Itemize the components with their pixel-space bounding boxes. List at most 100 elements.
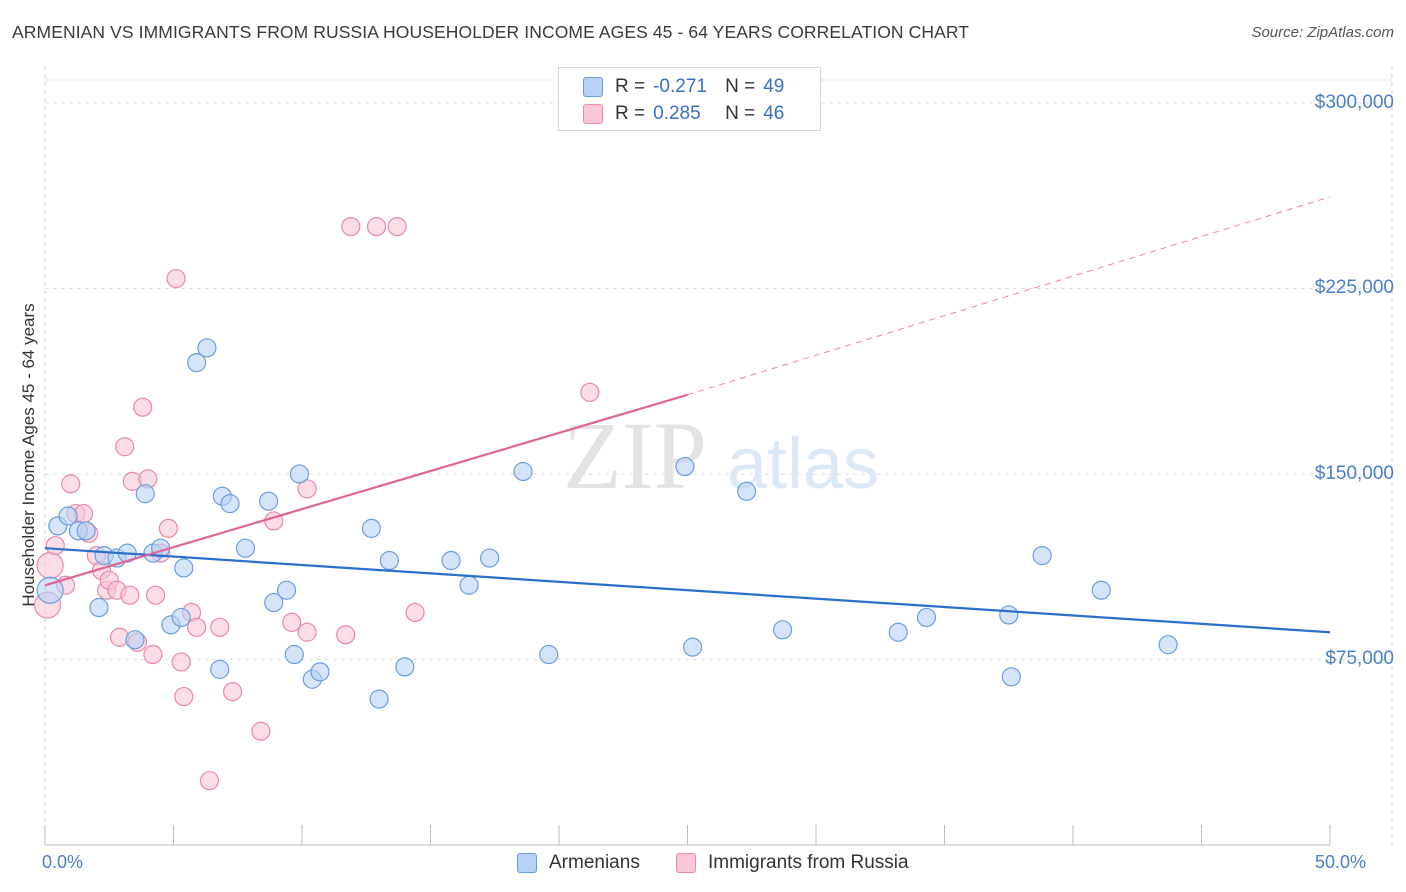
armenians-point [289,464,310,484]
russia-point [297,622,317,642]
russia-point [45,536,65,556]
armenians-point [441,550,461,571]
armenians-point [197,338,217,358]
russia-point [223,682,243,702]
r-label: R = [615,103,646,124]
stats-legend: R = -0.271 N = 49 R = 0.285 N = 46 [558,67,821,131]
legend-label-russia: Immigrants from Russia [708,852,909,873]
r-value: -0.271 [653,76,707,97]
n-label: N = [725,103,756,124]
russia-point [282,612,302,632]
russia-point [171,652,191,672]
armenians-point [888,622,908,642]
russia-point [120,585,140,605]
armenians-point [395,657,415,677]
russia-point [341,217,361,237]
russia-point [210,617,230,637]
russia-point [187,617,207,637]
source-label: Source: ZipAtlas.com [1251,24,1394,41]
y-tick-label: $225,000 [1314,277,1394,299]
russia-point [166,268,186,289]
armenians-point [916,607,937,628]
y-tick-label: $75,000 [1325,648,1394,670]
armenians-swatch [583,77,603,97]
armenians-point [125,630,145,650]
armenians-point [1001,667,1021,687]
russia-point [61,474,81,494]
legend-item-russia[interactable]: Immigrants from Russia [676,852,909,874]
legend-label-armenians: Armenians [549,852,640,873]
x-tick-label-min: 0.0% [42,852,84,872]
armenians-point [220,494,240,514]
x-axis [44,825,1331,846]
russia-point [580,382,600,402]
armenians-point [58,506,78,526]
armenians-point [210,659,230,679]
stats-legend-row-russia: R = 0.285 N = 46 [583,102,784,126]
armenians-point [171,607,191,628]
russia-point [336,625,356,645]
armenians-point [310,662,330,682]
russia-point [143,644,163,665]
russia-point [366,217,387,237]
grid-lines [44,66,1393,845]
n-value: 49 [763,76,785,97]
russia-point [36,551,64,580]
armenians-point [174,558,194,578]
armenians-point [284,644,304,665]
watermark-zip: ZIP [563,402,707,509]
armenians-point [683,637,703,657]
armenians-legend-swatch [517,853,537,873]
armenians-point [513,461,533,482]
stats-legend-row-armenians: R = -0.271 N = 49 [583,75,784,99]
russia-trend-line [44,393,688,587]
r-label: R = [615,76,646,97]
x-tick-label-max: 50.0% [1314,852,1366,872]
armenians-point [1091,580,1111,600]
armenians-point [772,620,793,640]
series-legend: Armenians Immigrants from Russia [0,852,1406,878]
armenians-point [539,644,559,665]
armenians-point [675,456,695,477]
armenians-point [36,576,64,604]
armenians-point [1158,635,1178,655]
r-value: 0.285 [653,103,701,124]
armenians-point [235,538,256,558]
armenians-point [258,491,279,511]
armenians-trend-line [44,547,1331,634]
y-tick-label: $150,000 [1314,462,1394,484]
armenians-point [1032,545,1052,566]
russia-point [387,217,407,237]
armenians-point [480,548,500,568]
armenians-point [379,550,399,571]
russia-point [405,602,425,623]
armenians-point [276,580,297,600]
russia-point [199,771,220,791]
legend-item-armenians[interactable]: Armenians [517,852,640,874]
armenians-point [737,481,757,501]
chart-title: ARMENIAN VS IMMIGRANTS FROM RUSSIA HOUSE… [12,22,970,42]
y-tick-label: $300,000 [1314,91,1394,113]
armenians-point [369,689,389,709]
russia-point [145,585,166,605]
russia-point [158,518,178,538]
russia-point [251,721,271,741]
trend-lines [44,196,1331,634]
russia-point [174,686,194,707]
armenians-point [76,521,96,541]
russia-swatch [583,104,603,124]
armenians-point [361,518,381,538]
armenians-point [135,484,155,504]
russia-point [133,397,153,417]
armenians-point [89,597,109,618]
armenians-point [459,575,479,595]
russia-point [297,479,317,499]
russia-legend-swatch [676,853,696,873]
russia-trend-line-extended [687,196,1331,396]
russia-point [115,437,135,457]
armenians-point [999,605,1019,625]
armenians-point [264,592,284,613]
n-value: 46 [763,103,785,124]
armenians-point [187,353,207,373]
